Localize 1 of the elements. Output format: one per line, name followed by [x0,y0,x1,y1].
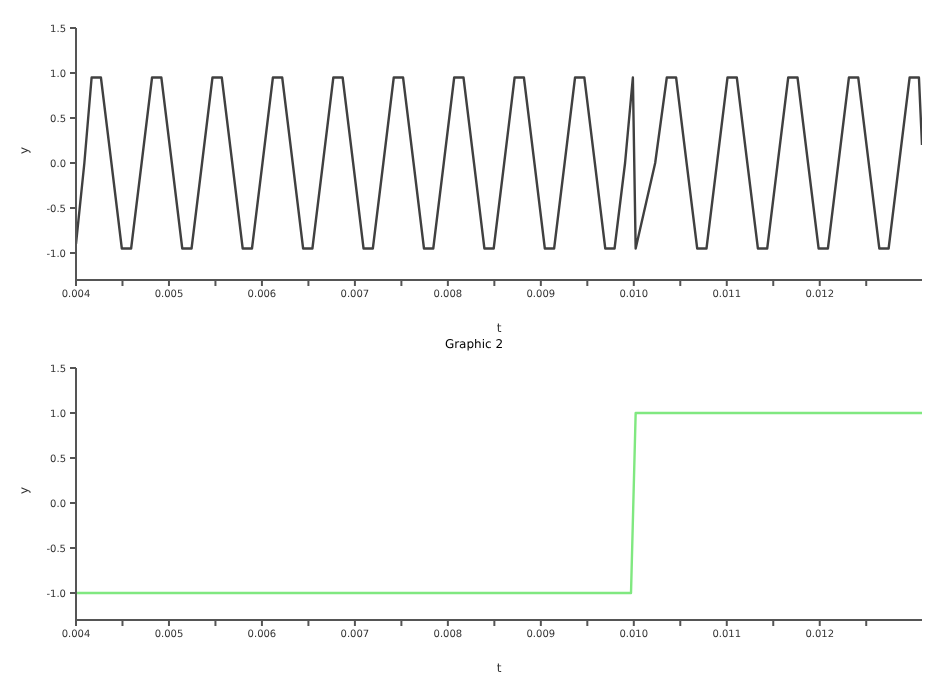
line-series [76,76,922,250]
